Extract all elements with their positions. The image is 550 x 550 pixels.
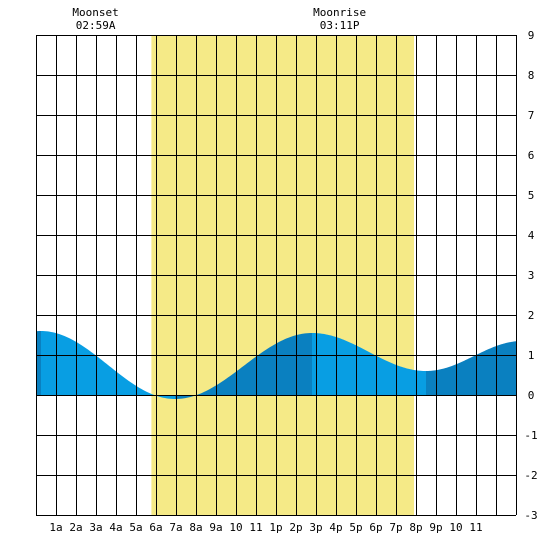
x-tick-label: 5p <box>349 521 362 534</box>
moon-event-time: 02:59A <box>76 19 116 32</box>
x-tick-label: 7a <box>169 521 182 534</box>
x-tick-label: 7p <box>389 521 402 534</box>
y-tick-label: -1 <box>524 429 537 442</box>
moon-event-time: 03:11P <box>320 19 360 32</box>
x-tick-label: 2p <box>289 521 302 534</box>
x-tick-label: 1a <box>49 521 62 534</box>
x-tick-label: 4a <box>109 521 122 534</box>
x-tick-label: 11 <box>469 521 482 534</box>
x-tick-label: 5a <box>129 521 142 534</box>
y-tick-label: 8 <box>528 69 535 82</box>
y-tick-label: 9 <box>528 29 535 42</box>
x-tick-label: 1p <box>269 521 282 534</box>
y-tick-label: 5 <box>528 189 535 202</box>
y-tick-label: 1 <box>528 349 535 362</box>
tide-rising-segment <box>426 341 516 395</box>
x-tick-label: 8a <box>189 521 202 534</box>
moon-event-label: Moonrise <box>313 6 366 19</box>
tide-rising-segment <box>36 331 41 395</box>
tide-falling-segment <box>312 333 426 395</box>
x-tick-label: 8p <box>409 521 422 534</box>
y-tick-label: -3 <box>524 509 537 522</box>
x-tick-label: 4p <box>329 521 342 534</box>
y-tick-label: 4 <box>528 229 535 242</box>
x-tick-label: 11 <box>249 521 262 534</box>
y-tick-label: 0 <box>528 389 535 402</box>
x-tick-label: 10 <box>449 521 462 534</box>
y-tick-label: 2 <box>528 309 535 322</box>
y-tick-label: -2 <box>524 469 537 482</box>
x-tick-label: 3p <box>309 521 322 534</box>
y-tick-label: 6 <box>528 149 535 162</box>
x-tick-label: 9a <box>209 521 222 534</box>
x-tick-label: 2a <box>69 521 82 534</box>
y-tick-label: 7 <box>528 109 535 122</box>
tide-falling-segment <box>41 331 175 399</box>
x-tick-label: 6a <box>149 521 162 534</box>
x-tick-label: 6p <box>369 521 382 534</box>
x-tick-label: 10 <box>229 521 242 534</box>
x-tick-label: 9p <box>429 521 442 534</box>
x-tick-label: 3a <box>89 521 102 534</box>
tide-rising-segment <box>175 333 312 399</box>
y-tick-label: 3 <box>528 269 535 282</box>
moon-event-label: Moonset <box>72 6 118 19</box>
